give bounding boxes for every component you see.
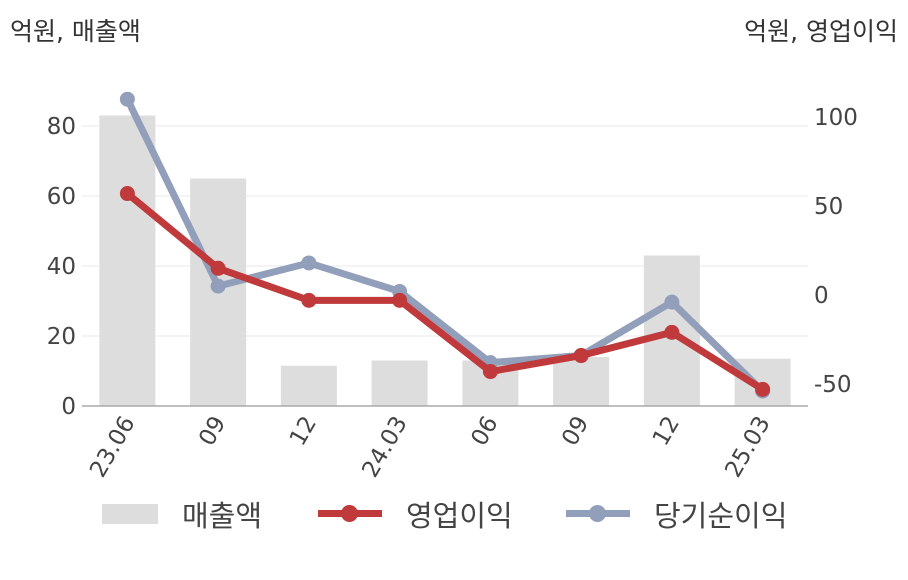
combo-chart: 0 20 40 60 80 100 50 0 -50 23.06 09 12 24.03 06 09 12 25… [47, 91, 858, 482]
net-income-point [210, 278, 226, 294]
right-tick-label: 50 [814, 194, 843, 220]
right-tick-label: 100 [814, 105, 858, 131]
x-tick-label: 06 [466, 412, 503, 450]
legend-label-net-income: 당기순이익 [654, 499, 788, 533]
revenue-bar [371, 360, 428, 406]
operating-profit-point [755, 381, 771, 397]
operating-profit-line [123, 190, 767, 393]
operating-profit-point [664, 324, 680, 340]
operating-profit-point [119, 186, 135, 202]
net-income-point [119, 91, 135, 107]
operating-profit-point [573, 348, 589, 364]
right-tick-label: -50 [814, 372, 852, 398]
legend-item-net-income: 당기순이익 [566, 492, 787, 536]
legend-swatch-net-income [566, 504, 630, 524]
x-tick-label: 23.06 [85, 412, 140, 482]
x-tick-label: 09 [557, 412, 594, 450]
right-axis-unit: 억원, 영업이익 [744, 17, 898, 46]
revenue-bar [280, 365, 337, 406]
operating-profit-point [392, 292, 408, 308]
x-tick-label: 25.03 [720, 412, 775, 482]
operating-profit-point [301, 292, 317, 308]
operating-profit-point [210, 260, 226, 276]
net-income-point [301, 255, 317, 271]
legend-item-operating-profit: 영업이익 [318, 492, 513, 536]
revenue-bar [553, 357, 610, 406]
legend-label-revenue: 매출액 [182, 499, 263, 533]
x-tick-label: 09 [194, 412, 231, 450]
x-tick-label: 12 [285, 412, 322, 450]
legend-label-operating-profit: 영업이익 [406, 499, 513, 533]
x-tick-label: 12 [648, 412, 685, 450]
left-tick-label: 0 [61, 394, 76, 420]
legend: 매출액 영업이익 당기순이익 [0, 492, 908, 536]
net-income-line [123, 95, 767, 395]
left-tick-label: 60 [47, 184, 76, 210]
legend-swatch-revenue [102, 504, 158, 524]
left-tick-label: 20 [47, 324, 76, 350]
left-tick-label: 40 [47, 254, 76, 280]
x-tick-label: 24.03 [357, 412, 412, 482]
legend-swatch-operating-profit [318, 504, 382, 524]
revenue-bar [99, 115, 156, 406]
net-income-point [664, 294, 680, 310]
left-tick-label: 80 [47, 114, 76, 140]
right-tick-label: 0 [814, 283, 829, 309]
legend-item-revenue: 매출액 [102, 492, 262, 536]
operating-profit-point [482, 364, 498, 380]
left-axis-unit: 억원, 매출액 [10, 17, 141, 46]
